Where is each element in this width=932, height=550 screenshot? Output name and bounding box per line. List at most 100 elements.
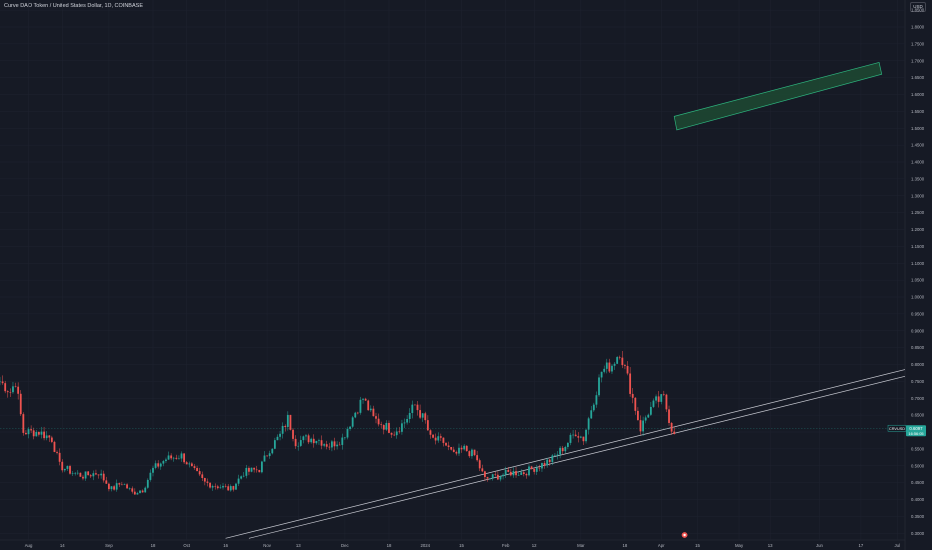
candle-body <box>538 467 541 469</box>
candle-body <box>432 434 434 438</box>
candle-body <box>271 448 274 454</box>
candle-body <box>188 463 191 465</box>
candle-body <box>40 431 43 435</box>
bar-countdown: 16:56:05 <box>908 431 923 436</box>
candle-body <box>377 418 380 425</box>
candle-body <box>592 404 595 411</box>
candle-body <box>185 462 188 465</box>
time-tick-label: 14 <box>60 543 65 548</box>
candle-body <box>349 426 351 429</box>
candle-body <box>43 431 45 439</box>
candle-body <box>333 441 336 447</box>
candle-body <box>533 469 536 472</box>
candle-body <box>517 474 520 476</box>
candle-body <box>1 381 4 384</box>
candle-body <box>496 474 499 480</box>
candle-body <box>447 445 450 447</box>
candle-body <box>356 412 359 414</box>
candle-body <box>624 365 626 366</box>
candle-body <box>315 440 318 444</box>
candle-body <box>595 395 598 405</box>
price-tick-label: 1.6000 <box>911 92 925 97</box>
candle-body <box>421 413 424 418</box>
candle-body <box>491 474 494 479</box>
candle-body <box>478 460 481 469</box>
candle-body <box>642 420 645 432</box>
candle-body <box>419 410 421 418</box>
candle-body <box>362 398 364 400</box>
last-price-value: 0.6097 <box>909 426 923 431</box>
candle-body <box>382 425 385 430</box>
symbol-tag-label: CRVUSD <box>889 427 905 431</box>
candle-body <box>522 472 525 474</box>
candle-body <box>657 396 660 402</box>
candle-body <box>97 474 100 476</box>
candle-body <box>465 445 468 452</box>
candle-body <box>413 404 416 406</box>
candle-body <box>452 449 455 452</box>
candle-body <box>284 425 287 427</box>
candle-body <box>4 383 7 392</box>
candle-body <box>113 486 116 490</box>
price-tick-label: 1.0000 <box>911 295 925 300</box>
candle-body <box>613 363 616 366</box>
candle-body <box>325 444 328 447</box>
candle-body <box>343 437 346 439</box>
candle-body <box>364 398 367 401</box>
candle-body <box>180 453 183 459</box>
candle-body <box>616 357 619 364</box>
price-tick-label: 0.3000 <box>911 531 925 536</box>
candle-body <box>307 435 310 443</box>
candle-body <box>229 486 232 491</box>
price-axis[interactable]: 1.8500 1.8000 1.7500 1.7000 1.6500 1.6000 1.55… <box>911 8 925 536</box>
time-axis[interactable]: Aug 14 Sep 18 Oct 16 Nov 13 Dec 18 2024 15 Feb 12 Mar 1… <box>25 543 900 548</box>
candle-body <box>196 468 198 472</box>
candle-body <box>126 484 128 489</box>
candle-body <box>331 441 333 448</box>
candle-body <box>354 412 357 418</box>
candle-body <box>484 471 486 478</box>
candle-body <box>644 417 647 421</box>
candle-body <box>608 362 611 372</box>
chart-title: Curve DAO Token / United States Dollar, … <box>4 3 143 9</box>
candle-body <box>268 453 271 457</box>
price-tick-label: 0.7000 <box>911 396 925 401</box>
candle-body <box>618 357 621 358</box>
candle-body <box>564 446 567 452</box>
candle-body <box>429 430 432 435</box>
candle-body <box>89 475 92 477</box>
candle-body <box>167 455 170 460</box>
candle-body <box>152 467 154 473</box>
candle-body <box>455 451 458 454</box>
candle-body <box>585 429 587 442</box>
candle-body <box>193 466 196 469</box>
candle-body <box>297 445 300 447</box>
candle-body <box>79 472 82 477</box>
candle-body <box>74 472 77 474</box>
candle-body <box>58 452 61 462</box>
candle-body <box>473 449 476 456</box>
candle-body <box>460 447 463 450</box>
candle-body <box>237 478 240 484</box>
time-tick-label: Apr <box>658 543 665 548</box>
drawings[interactable] <box>225 61 906 539</box>
candle-body <box>232 486 235 490</box>
last-price-badge <box>906 425 926 437</box>
price-tick-label: 0.7500 <box>911 379 925 384</box>
trendline <box>225 369 906 539</box>
candle-body <box>27 429 30 435</box>
candle-body <box>411 404 414 413</box>
time-tick-label: Oct <box>183 543 190 548</box>
candle-body <box>660 394 663 402</box>
candle-body <box>206 481 209 483</box>
currency-selector[interactable]: USD <box>910 2 926 12</box>
candle-body <box>95 473 97 475</box>
candle-body <box>201 474 204 479</box>
price-tick-label: 0.4000 <box>911 497 925 502</box>
candle-body <box>426 420 429 431</box>
candle-body <box>250 467 253 472</box>
candle-body <box>416 404 419 411</box>
candle-body <box>559 447 562 455</box>
